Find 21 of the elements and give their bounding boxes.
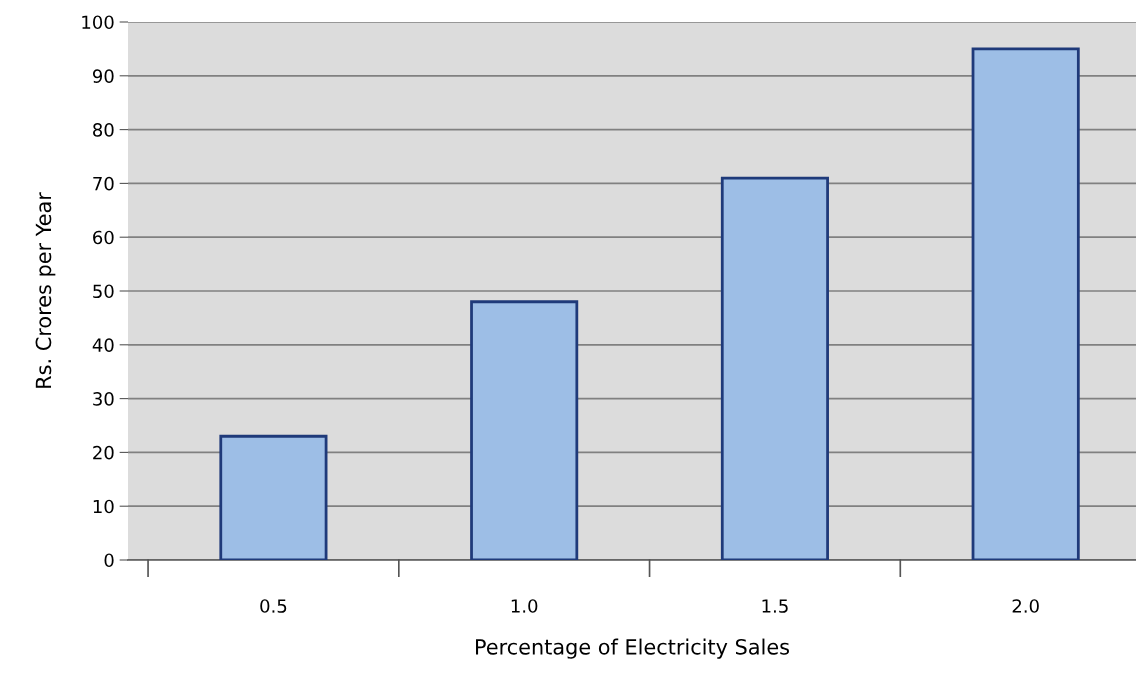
y-tick-label: 80 xyxy=(93,123,114,137)
bar xyxy=(720,176,829,560)
bar xyxy=(971,47,1080,560)
bar xyxy=(219,434,328,560)
y-tick-label: 50 xyxy=(93,284,114,299)
x-tick-label: 1.0 xyxy=(511,599,538,613)
y-tick-label: 70 xyxy=(93,176,114,191)
bar xyxy=(470,300,579,560)
x-tick-label: 2.0 xyxy=(1012,599,1039,613)
y-tick-label: 60 xyxy=(93,230,114,245)
y-tick-label: 0 xyxy=(104,553,114,568)
y-tick-label: 20 xyxy=(93,445,114,460)
y-tick-label: 10 xyxy=(93,499,114,514)
y-tick-label: 90 xyxy=(92,69,114,83)
x-axis-title: Percentage of Electricity Sales xyxy=(476,638,790,659)
x-tick-label: 1.5 xyxy=(762,599,788,613)
x-tick-label: 0.5 xyxy=(260,599,287,613)
y-tick-label: 30 xyxy=(93,392,114,406)
y-tick-label: 40 xyxy=(92,338,114,352)
y-axis-title: Rs. Crores per Year xyxy=(35,192,56,388)
y-tick-label: 100 xyxy=(82,15,114,30)
